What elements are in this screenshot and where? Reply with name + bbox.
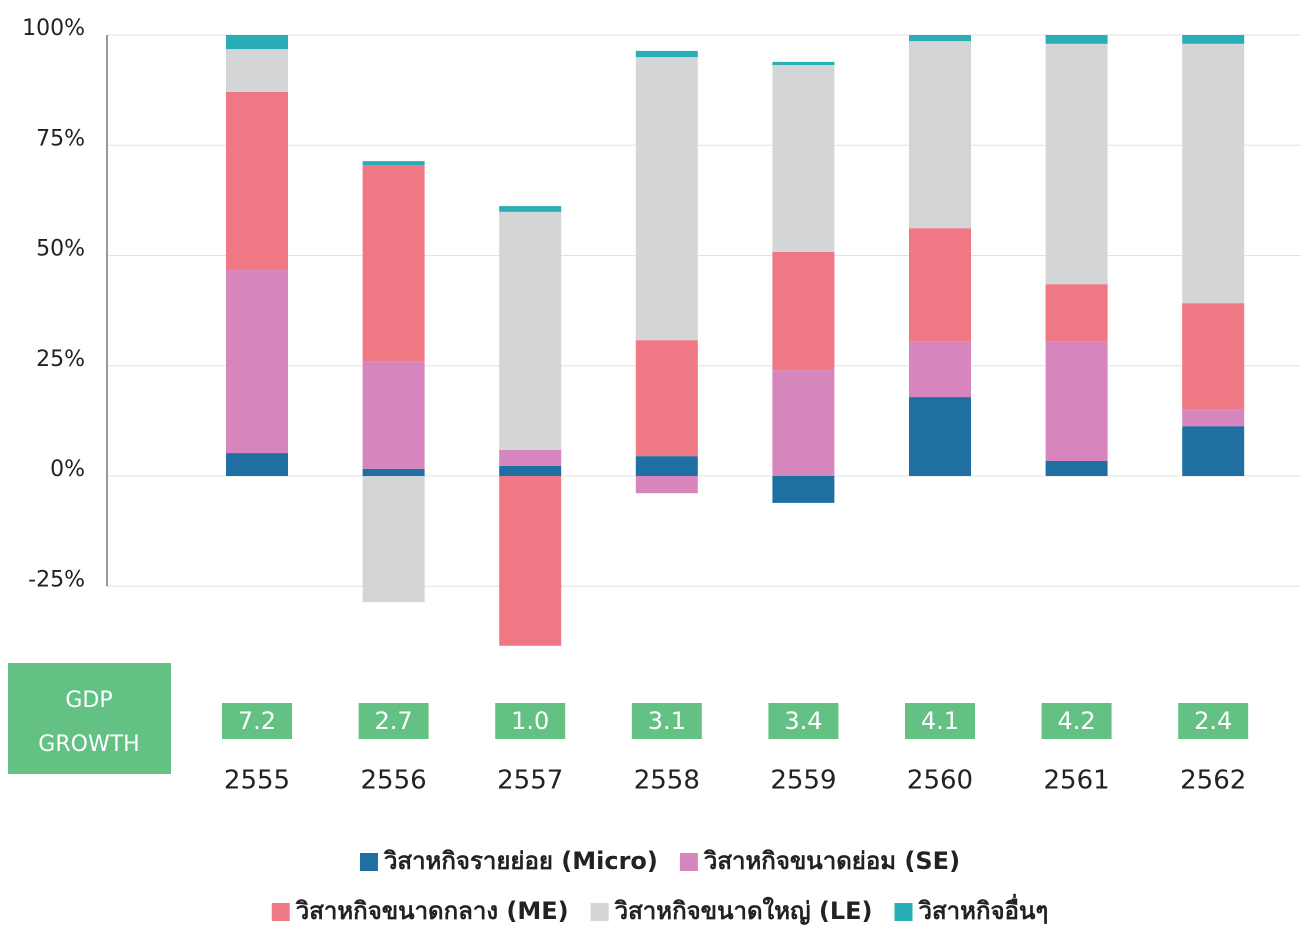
gdp-box	[631, 703, 702, 739]
legend-label: วิสาหกิจอื่นๆ	[918, 893, 1048, 925]
grid: 100% 75% 50% 25% 0% -25%	[22, 16, 1301, 592]
legend-label: วิสาหกิจรายย่อย (Micro)	[383, 847, 657, 875]
bar-segment	[909, 397, 971, 476]
gdp-box	[1178, 703, 1249, 739]
bar-segment	[226, 49, 288, 92]
y-tick-label: -25%	[28, 567, 85, 592]
x-tick-label: 2559	[770, 766, 836, 796]
bar-segment	[362, 165, 425, 362]
bar-segment	[635, 57, 698, 341]
bar-segment	[362, 161, 425, 166]
bar-segment	[772, 370, 835, 476]
gdp-box	[495, 703, 566, 739]
y-tick-label: 25%	[36, 347, 85, 372]
x-tick-label: 2556	[361, 766, 427, 796]
x-tick-label: 2557	[497, 766, 563, 796]
bar-segment	[362, 476, 425, 603]
bar-segment	[909, 35, 971, 42]
gdp-value: 4.1	[921, 707, 959, 735]
gdp-box	[222, 703, 292, 739]
bar-segment	[1045, 284, 1108, 342]
bar-segment	[909, 41, 971, 229]
bar-segment	[499, 211, 562, 450]
bar-segment	[499, 476, 562, 646]
bar-segment	[1045, 461, 1108, 476]
bar-segment	[499, 206, 562, 212]
bar-segment	[1045, 35, 1108, 44]
x-tick-label: 2560	[907, 766, 973, 796]
bar-segment	[226, 453, 288, 476]
bar-segment	[1182, 409, 1245, 427]
legend-label: วิสาหกิจขนาดใหญ่ (LE)	[614, 896, 872, 925]
legend-swatch	[590, 903, 609, 921]
gdp-value: 2.4	[1194, 707, 1232, 735]
y-tick-label: 75%	[36, 126, 85, 151]
legend-row: วิสาหกิจขนาดกลาง (ME) วิสาหกิจขนาดใหญ่ (L…	[271, 893, 1048, 925]
bar-segment	[909, 341, 971, 398]
bar-segment	[1182, 43, 1245, 304]
legend-row: วิสาหกิจรายย่อย (Micro) วิสาหกิจขนาดย่อม …	[359, 847, 960, 875]
bar-segment	[1045, 341, 1108, 462]
x-tick-label: 2561	[1044, 766, 1110, 796]
y-tick-label: 50%	[36, 237, 85, 262]
bar-segment	[772, 476, 835, 503]
x-tick-label: 2558	[634, 766, 700, 796]
gdp-value: 3.4	[784, 707, 822, 735]
legend-label: วิสาหกิจขนาดกลาง (ME)	[295, 897, 568, 925]
legend-swatch	[679, 853, 698, 871]
gdp-value: 1.0	[511, 707, 549, 735]
bar-segment	[226, 35, 288, 50]
bar-segment	[772, 251, 835, 371]
bar-segment	[635, 50, 698, 58]
gdp-box	[905, 703, 975, 739]
bar-segment	[362, 468, 425, 476]
legend-label: วิสาหกิจขนาดย่อม (SE)	[703, 847, 960, 875]
bar-segment	[772, 61, 835, 65]
gdp-box	[358, 703, 429, 739]
bar-segment	[635, 456, 698, 476]
bar-segment	[362, 361, 425, 469]
gdp-label-box	[8, 663, 171, 774]
gdp-box	[1041, 703, 1112, 739]
gdp-box	[768, 703, 839, 739]
bar-segment	[1182, 35, 1245, 44]
legend-swatch	[894, 903, 913, 921]
bar-segment	[635, 340, 698, 457]
gdp-value: 2.7	[375, 707, 413, 735]
bar-segment	[226, 91, 288, 271]
y-tick-label: 100%	[22, 16, 85, 41]
legend-swatch	[359, 853, 378, 871]
bar-segment	[635, 476, 698, 494]
gdp-label: GDP GROWTH	[38, 688, 139, 757]
bar-segment	[226, 270, 288, 454]
bar-segment	[1045, 43, 1108, 285]
x-tick-label: 2562	[1180, 766, 1246, 796]
bar-segment	[1182, 426, 1245, 476]
bar-segment	[499, 449, 562, 466]
gdp-value: 3.1	[648, 707, 686, 735]
x-tick-label: 2555	[224, 766, 290, 796]
bar-segment	[909, 228, 971, 342]
y-tick-label: 0%	[50, 457, 85, 482]
gdp-value: 4.2	[1058, 707, 1096, 735]
gdp-value: 7.2	[238, 707, 276, 735]
bar-segment	[1182, 303, 1245, 410]
bar-segment	[772, 64, 835, 252]
legend-swatch	[271, 903, 290, 921]
bar-segment	[499, 465, 562, 476]
